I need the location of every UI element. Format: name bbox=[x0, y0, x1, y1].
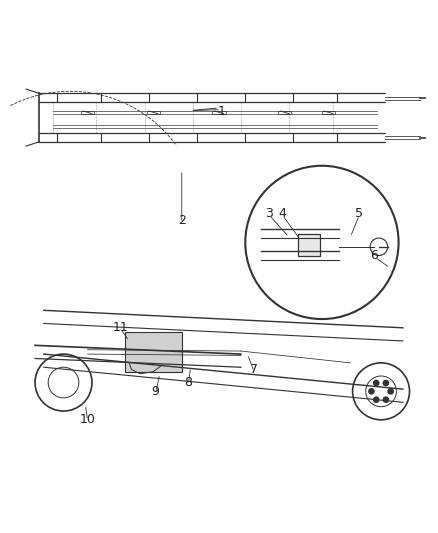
Circle shape bbox=[374, 381, 379, 385]
FancyBboxPatch shape bbox=[125, 332, 182, 372]
Text: 9: 9 bbox=[152, 385, 159, 398]
FancyBboxPatch shape bbox=[147, 110, 160, 114]
Text: 5: 5 bbox=[355, 207, 363, 221]
Circle shape bbox=[383, 397, 389, 402]
Text: 11: 11 bbox=[113, 321, 128, 334]
FancyBboxPatch shape bbox=[278, 110, 291, 114]
Text: 1: 1 bbox=[217, 104, 225, 117]
Text: 7: 7 bbox=[250, 363, 258, 376]
FancyBboxPatch shape bbox=[298, 233, 320, 255]
Circle shape bbox=[383, 381, 389, 385]
Text: 4: 4 bbox=[279, 207, 286, 221]
Text: 10: 10 bbox=[80, 413, 95, 426]
FancyBboxPatch shape bbox=[212, 110, 226, 114]
Circle shape bbox=[388, 389, 393, 394]
Circle shape bbox=[374, 397, 379, 402]
Circle shape bbox=[369, 389, 374, 394]
Text: 2: 2 bbox=[178, 214, 186, 227]
Text: 8: 8 bbox=[184, 376, 192, 389]
FancyBboxPatch shape bbox=[81, 110, 94, 114]
FancyBboxPatch shape bbox=[322, 110, 335, 114]
Text: 3: 3 bbox=[265, 207, 273, 221]
Text: 6: 6 bbox=[371, 249, 378, 262]
